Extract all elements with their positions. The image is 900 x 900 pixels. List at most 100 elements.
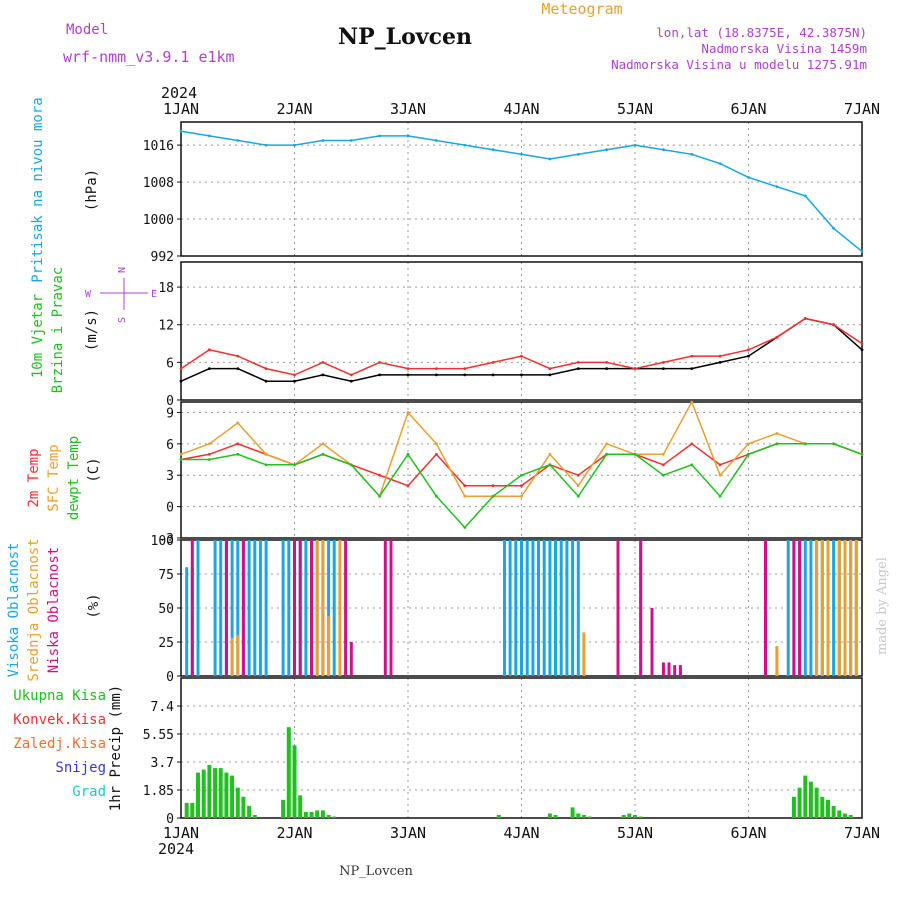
data-point: [236, 139, 240, 142]
y-tick-label: 1000: [143, 213, 174, 228]
precip-legend-label: Grad: [72, 784, 106, 800]
data-point: [435, 139, 438, 142]
data-point: [378, 361, 381, 364]
bar: [224, 540, 228, 676]
data-point: [435, 442, 438, 446]
bar: [820, 540, 824, 676]
data-point: [803, 317, 807, 320]
y-tick-label: 6: [166, 438, 174, 453]
data-point: [747, 442, 750, 446]
bar: [837, 540, 841, 676]
bar: [843, 813, 847, 818]
compass-west-label: W: [85, 289, 92, 300]
bar: [253, 540, 257, 676]
data-point: [520, 354, 523, 358]
data-point: [520, 152, 523, 156]
x-tick-label-top: 5JAN: [617, 100, 653, 118]
data-point: [179, 367, 183, 370]
bar: [764, 540, 767, 676]
panel-frame: [180, 401, 863, 539]
bar: [843, 540, 847, 676]
bar: [281, 540, 285, 676]
bar: [571, 540, 575, 676]
bar: [582, 632, 586, 676]
data-point: [349, 139, 353, 142]
data-point: [718, 354, 722, 358]
bar: [241, 796, 246, 818]
bar: [837, 810, 842, 818]
data-point: [208, 442, 211, 446]
compass-north-label: N: [117, 267, 128, 273]
y-tick-label: 75: [158, 568, 174, 583]
data-point: [378, 473, 381, 477]
bar: [554, 540, 557, 676]
data-point: [378, 373, 381, 377]
bar: [326, 815, 331, 818]
bar: [639, 540, 643, 676]
bar: [627, 813, 632, 818]
bar: [791, 796, 796, 818]
bar: [503, 540, 506, 676]
data-point: [718, 494, 722, 498]
data-point: [491, 494, 495, 498]
data-point: [775, 442, 779, 446]
data-point: [860, 452, 864, 456]
y-tick-label: 0: [166, 812, 174, 827]
bar: [247, 805, 252, 818]
y-tick-label: 100: [151, 534, 174, 549]
bar: [230, 775, 235, 818]
data-point: [747, 452, 750, 456]
bar: [201, 769, 206, 818]
bar: [315, 810, 320, 818]
data-point: [463, 484, 467, 488]
data-point: [435, 494, 438, 498]
x-tick-label-top: 6JAN: [730, 100, 766, 118]
data-point: [236, 421, 240, 425]
x-tick-label-bottom: 1JAN: [163, 824, 199, 842]
bar: [616, 540, 620, 676]
bar: [621, 815, 626, 818]
bar: [349, 642, 353, 676]
y-tick-label: 992: [151, 250, 174, 265]
bar: [310, 540, 313, 676]
data-point: [860, 348, 864, 352]
wind-axis-label-2: Brzina i Pravac: [50, 267, 66, 393]
temp-2m-label: 2m Temp: [26, 448, 42, 507]
data-point: [690, 354, 694, 358]
data-point: [293, 143, 296, 147]
y-tick-label: 0: [166, 501, 174, 516]
bar: [570, 807, 575, 818]
precip-legend-label: Konvek.Kisa: [13, 712, 106, 728]
x-tick-label-top: 7JAN: [844, 100, 880, 118]
data-point: [491, 373, 495, 377]
data-point: [662, 148, 665, 152]
bar: [230, 540, 234, 676]
bar: [230, 637, 234, 676]
data-point: [378, 134, 381, 138]
y-tick-label: 1016: [143, 139, 174, 154]
bottom-year-label: 2024: [158, 840, 194, 858]
bar: [338, 540, 342, 676]
data-point: [803, 442, 807, 446]
bar: [661, 662, 665, 676]
data-point: [179, 129, 183, 133]
data-group: [179, 129, 864, 818]
data-point: [208, 348, 211, 352]
bar: [814, 787, 819, 818]
data-point: [406, 367, 410, 370]
data-point: [718, 361, 722, 364]
data-point: [491, 148, 495, 152]
data-point: [406, 484, 410, 488]
cloud-low-label: Niska Oblacnost: [46, 547, 62, 673]
cloud-mid-label: Srednja Oblacnost: [26, 538, 42, 681]
x-tick-label-bottom: 2JAN: [276, 824, 312, 842]
bar: [286, 727, 291, 818]
data-point: [576, 473, 580, 477]
data-point: [406, 134, 410, 138]
data-point: [321, 361, 325, 364]
bar: [196, 772, 200, 818]
series-line: [180, 400, 863, 498]
data-point: [491, 361, 495, 364]
data-point: [179, 379, 183, 383]
bar: [264, 540, 268, 676]
